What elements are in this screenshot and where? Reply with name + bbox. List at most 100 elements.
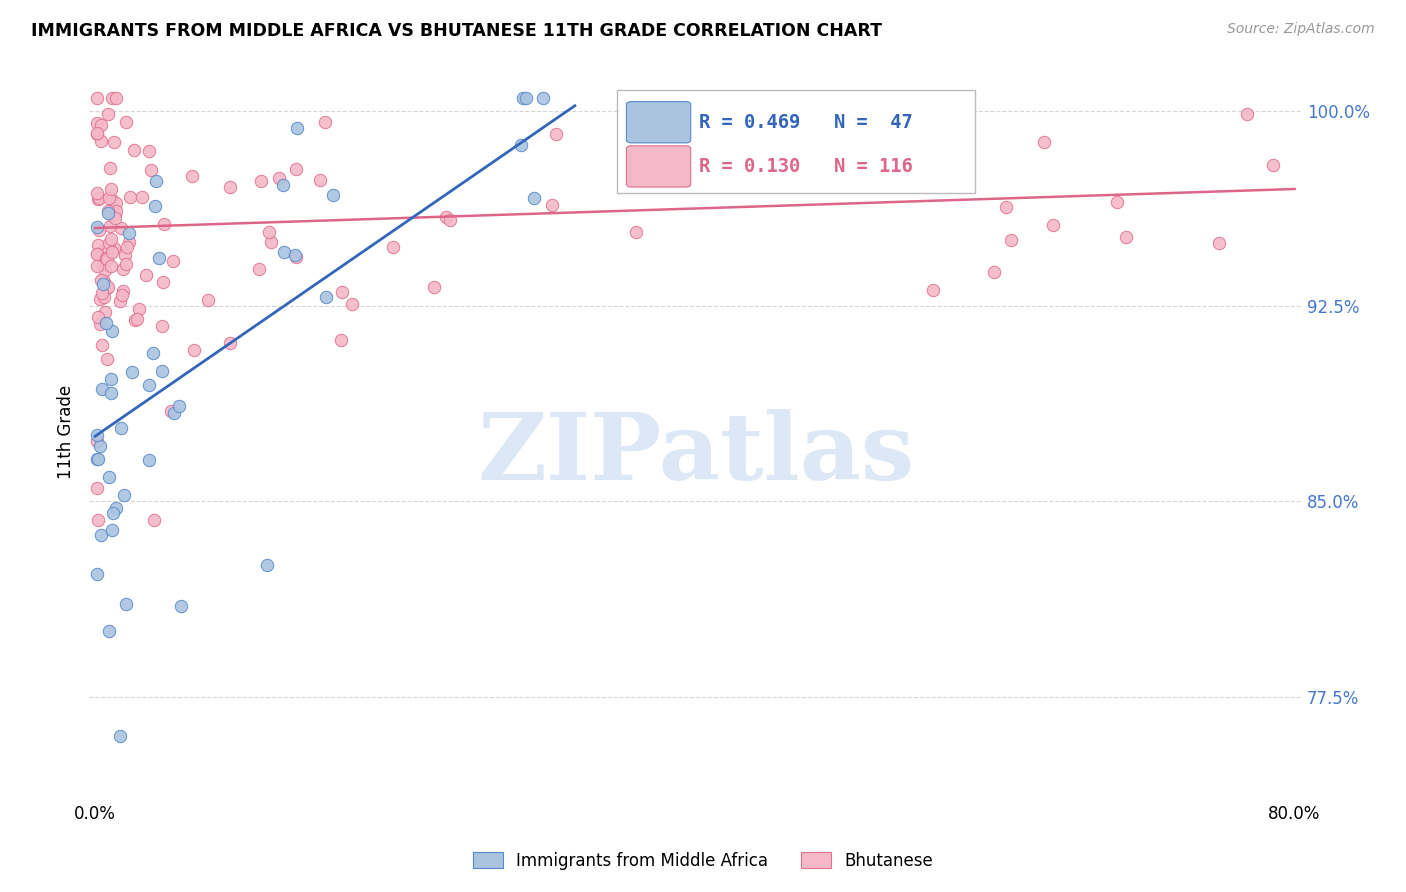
Point (1236, 107, 1258, 121)
Point (250, 174, 273, 188)
Point (124, 313, 146, 327)
Point (100, 386, 122, 401)
Point (91, 277, 114, 291)
Point (87, 223, 110, 237)
Point (143, 512, 166, 526)
Point (91, 258, 114, 272)
Point (138, 377, 160, 392)
Point (1042, 218, 1064, 232)
Point (115, 115, 138, 129)
Point (127, 312, 149, 326)
Point (152, 218, 174, 232)
Point (111, 284, 134, 298)
FancyBboxPatch shape (627, 102, 690, 143)
Point (104, 211, 127, 225)
Point (1000, 233, 1022, 247)
Point (89, 439, 111, 453)
Point (100, 523, 122, 537)
Point (97, 206, 120, 220)
Point (115, 598, 138, 612)
Point (330, 285, 353, 300)
Point (273, 178, 295, 192)
Point (98, 235, 121, 250)
Point (89, 292, 111, 306)
Point (86, 91, 108, 105)
Point (329, 333, 352, 347)
Point (110, 421, 132, 435)
Point (91, 382, 114, 396)
Point (983, 265, 1005, 279)
Point (100, 372, 122, 386)
Point (540, 198, 562, 212)
Point (90, 527, 112, 541)
Point (98, 219, 121, 233)
Point (94, 305, 117, 319)
Point (90, 338, 112, 352)
Point (118, 235, 141, 250)
Point (257, 225, 280, 239)
Text: ZIPatlas: ZIPatlas (477, 409, 914, 500)
Point (219, 180, 242, 194)
Point (183, 343, 205, 357)
Point (97, 106, 120, 120)
Point (152, 319, 174, 334)
Point (128, 302, 150, 317)
Point (285, 162, 308, 177)
Point (100, 232, 122, 246)
Point (512, 91, 534, 105)
Point (995, 200, 1018, 214)
Point (96, 252, 118, 266)
Point (86, 126, 108, 140)
Point (921, 283, 943, 297)
Point (1208, 235, 1230, 250)
Point (515, 91, 537, 105)
Point (624, 225, 647, 239)
Point (98, 624, 121, 639)
Point (103, 241, 125, 255)
Point (86, 427, 108, 442)
Point (86, 434, 108, 449)
Point (93, 273, 115, 287)
Point (86, 566, 108, 581)
Point (1033, 135, 1056, 149)
Point (97, 470, 120, 484)
Point (163, 406, 186, 420)
Point (98, 161, 121, 176)
Point (104, 501, 127, 516)
Point (93, 263, 115, 277)
Point (273, 245, 295, 260)
Point (87, 451, 110, 466)
Point (101, 324, 124, 338)
Point (97, 203, 120, 218)
Point (141, 163, 163, 178)
Point (108, 729, 131, 743)
Point (1261, 158, 1284, 172)
Point (97, 279, 120, 293)
Point (1105, 194, 1128, 209)
Point (90, 134, 112, 148)
Point (90, 119, 112, 133)
Point (90, 286, 112, 301)
Point (94, 317, 117, 331)
Point (122, 143, 145, 157)
Point (104, 204, 127, 219)
Point (284, 248, 307, 262)
Point (308, 172, 330, 186)
Point (86, 259, 108, 273)
Point (1115, 229, 1137, 244)
Point (120, 190, 142, 204)
Point (509, 137, 531, 152)
Point (105, 91, 128, 105)
Point (523, 191, 546, 205)
Point (86, 482, 108, 496)
Point (87, 193, 110, 207)
Point (131, 190, 153, 204)
Point (138, 144, 160, 158)
Point (86, 219, 108, 234)
Point (86, 128, 108, 142)
Point (94, 242, 117, 256)
Text: R = 0.130   N = 116: R = 0.130 N = 116 (699, 157, 912, 176)
Point (381, 239, 404, 253)
Point (247, 262, 270, 277)
Point (114, 248, 136, 262)
